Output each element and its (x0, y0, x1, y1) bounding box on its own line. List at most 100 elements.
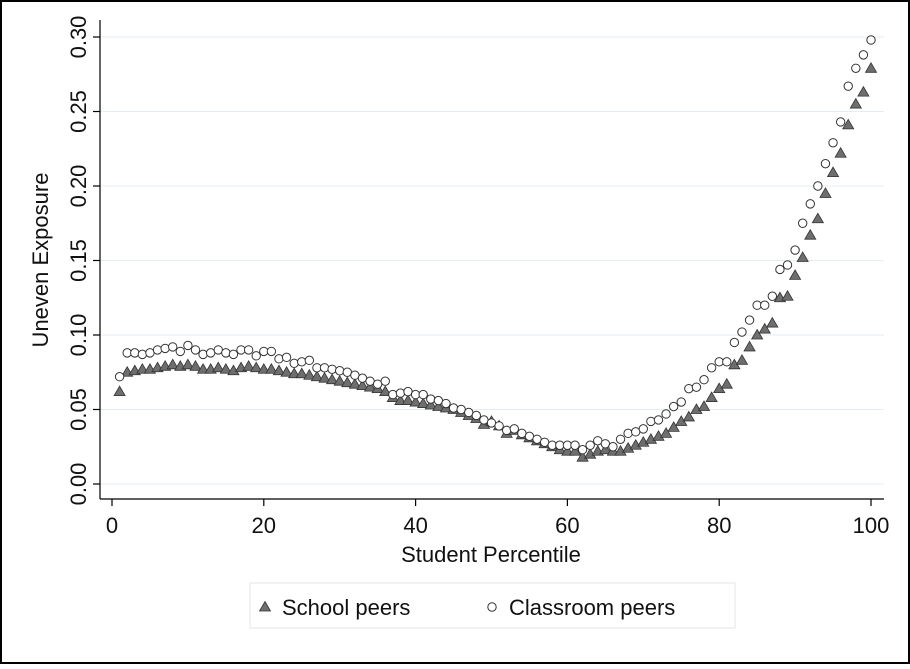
point (653, 415, 664, 425)
x-tick-label: 60 (555, 513, 579, 538)
point (819, 187, 832, 198)
point (796, 251, 809, 262)
point (280, 365, 293, 377)
point (834, 146, 847, 158)
point (826, 166, 840, 177)
y-tick-label: 0.00 (66, 463, 91, 506)
point (729, 337, 740, 348)
point (720, 377, 733, 389)
point (251, 351, 261, 361)
point (310, 370, 324, 382)
point (599, 443, 612, 455)
legend-marker (258, 600, 272, 612)
point (363, 380, 377, 392)
y-tick-label: 0.15 (66, 239, 91, 282)
point (266, 346, 277, 357)
point (136, 362, 149, 374)
point (760, 300, 770, 310)
point (160, 343, 170, 354)
point (348, 377, 362, 389)
point (333, 374, 346, 386)
point (623, 428, 633, 439)
point (274, 354, 284, 364)
point (843, 81, 853, 91)
point (864, 61, 878, 73)
point (577, 445, 588, 455)
point (388, 389, 398, 400)
point (304, 355, 315, 366)
point (699, 375, 709, 385)
point (775, 264, 785, 275)
point (659, 427, 673, 438)
point (509, 424, 519, 434)
point (471, 410, 482, 421)
point (166, 358, 179, 370)
point (190, 345, 201, 355)
point (705, 391, 718, 402)
point (735, 354, 749, 365)
point (113, 385, 126, 397)
point (183, 340, 193, 351)
point (668, 401, 679, 412)
point (820, 158, 831, 169)
point (242, 359, 255, 371)
point (638, 424, 648, 434)
legend-label: Classroom peers (509, 595, 675, 620)
point (737, 327, 747, 337)
point (257, 362, 270, 374)
point (409, 395, 422, 407)
point (418, 389, 428, 400)
y-axis-label: Uneven Exposure (28, 173, 53, 348)
x-tick-label: 80 (707, 513, 731, 538)
point (175, 346, 186, 357)
point (676, 397, 686, 407)
point (646, 416, 656, 427)
point (842, 118, 855, 130)
point (570, 440, 580, 450)
point (615, 434, 626, 444)
point (743, 340, 756, 352)
point (221, 348, 231, 358)
point (243, 345, 254, 355)
point (198, 349, 208, 360)
point (568, 444, 582, 456)
point (114, 372, 125, 382)
point (561, 444, 574, 456)
point (608, 442, 618, 452)
point (804, 228, 817, 240)
y-tick-label: 0.25 (66, 90, 91, 133)
point (426, 394, 436, 404)
point (682, 410, 696, 422)
point (697, 400, 711, 411)
legend-marker (487, 602, 497, 612)
point (272, 364, 286, 376)
point (265, 362, 278, 374)
point (297, 357, 307, 367)
y-tick-label: 0.20 (66, 165, 91, 208)
point (380, 376, 390, 386)
point (766, 316, 779, 328)
point (691, 382, 702, 392)
point (501, 425, 512, 436)
point (851, 63, 861, 73)
point (196, 362, 210, 374)
x-tick-label: 0 (106, 513, 118, 538)
x-tick-label: 20 (252, 513, 276, 538)
point (395, 388, 406, 398)
point (781, 289, 794, 301)
point (319, 363, 330, 373)
point (441, 398, 451, 409)
point (416, 397, 430, 408)
point (250, 361, 263, 373)
point (341, 376, 354, 388)
point (828, 138, 838, 148)
point (448, 403, 459, 413)
point (849, 97, 863, 109)
point (750, 328, 764, 340)
point (189, 359, 202, 371)
point (281, 352, 292, 363)
point (758, 322, 771, 334)
point (356, 379, 369, 391)
x-tick-label: 40 (403, 513, 427, 538)
